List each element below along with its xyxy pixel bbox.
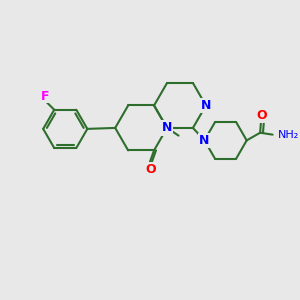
Text: NH₂: NH₂ (278, 130, 299, 140)
Text: O: O (145, 163, 155, 176)
Text: O: O (257, 109, 267, 122)
Text: N: N (199, 134, 210, 147)
Text: N: N (201, 99, 211, 112)
Text: N: N (162, 122, 172, 134)
Text: F: F (40, 90, 49, 103)
